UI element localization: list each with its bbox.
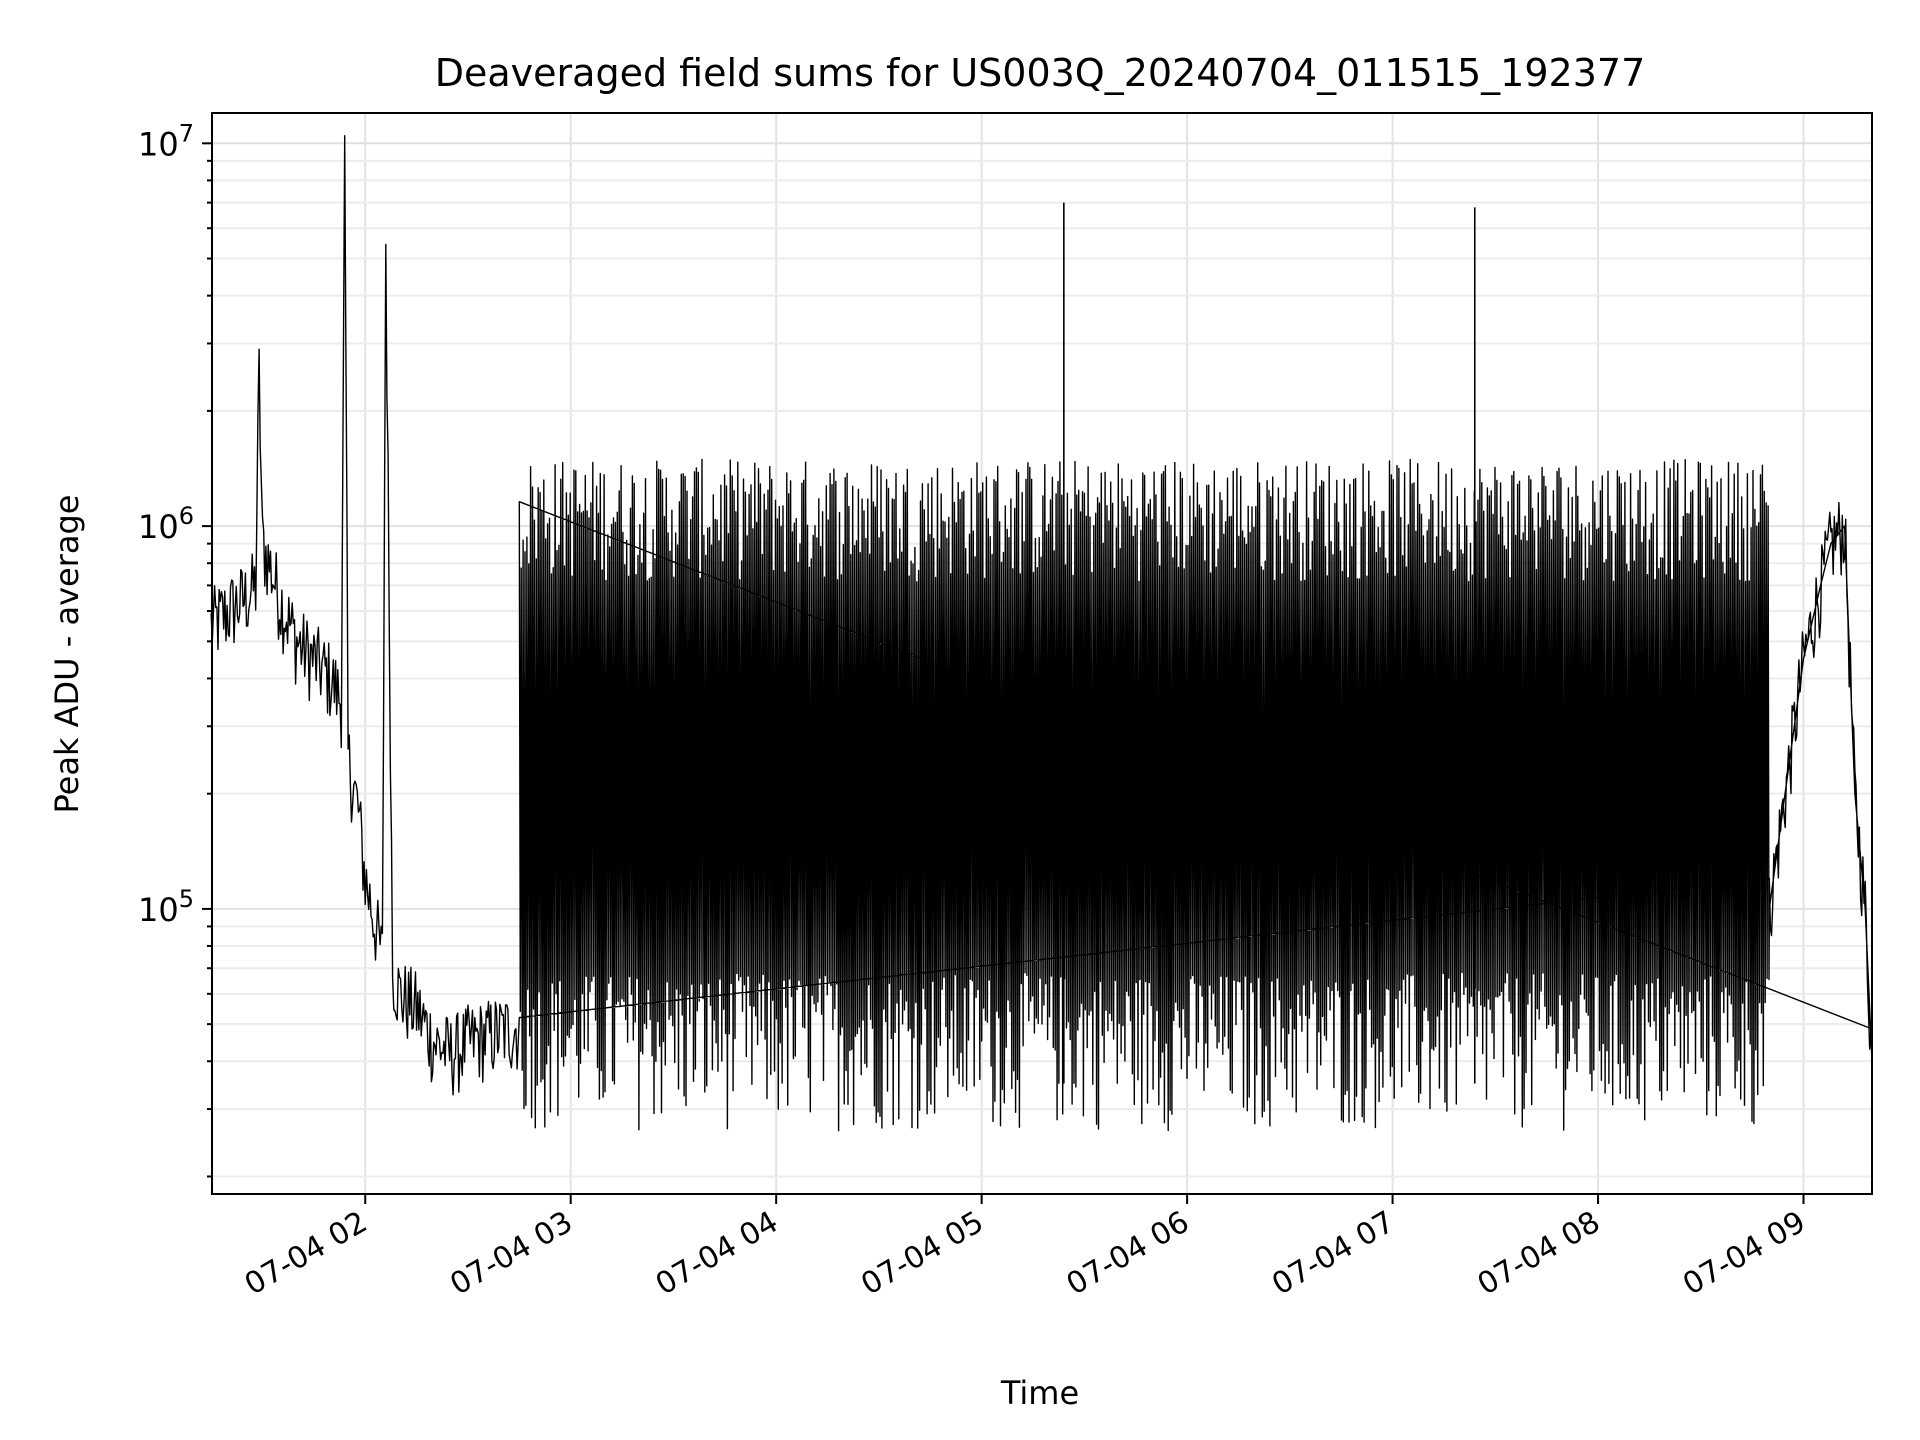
y-tick-label: 107 [138, 119, 194, 163]
x-tick-label: 07-04 09 [1677, 1205, 1811, 1303]
x-tick-label: 07-04 04 [650, 1205, 784, 1303]
y-axis: 105 106 107 [138, 119, 212, 1178]
x-tick-label: 07-04 02 [239, 1205, 373, 1303]
x-tick-label: 07-04 06 [1061, 1205, 1195, 1303]
x-tick-label: 07-04 08 [1472, 1205, 1606, 1303]
x-axis-label: Time [1000, 1374, 1079, 1412]
y-axis-label: Peak ADU - average [48, 495, 86, 814]
x-tick-label: 07-04 05 [855, 1205, 989, 1303]
x-tick-label: 07-04 07 [1266, 1205, 1400, 1303]
x-axis: 07-04 02 07-04 03 07-04 04 07-04 05 07-04 06… [239, 1194, 1812, 1302]
x-tick-label: 07-04 03 [444, 1205, 578, 1303]
chart-title: Deaveraged field sums for US003Q_2024070… [435, 51, 1646, 95]
y-tick-label: 105 [138, 885, 194, 929]
data-series [210, 135, 1873, 1132]
data-line [210, 135, 1873, 1132]
plot-area [211, 112, 1873, 1195]
y-tick-label: 106 [138, 502, 194, 546]
